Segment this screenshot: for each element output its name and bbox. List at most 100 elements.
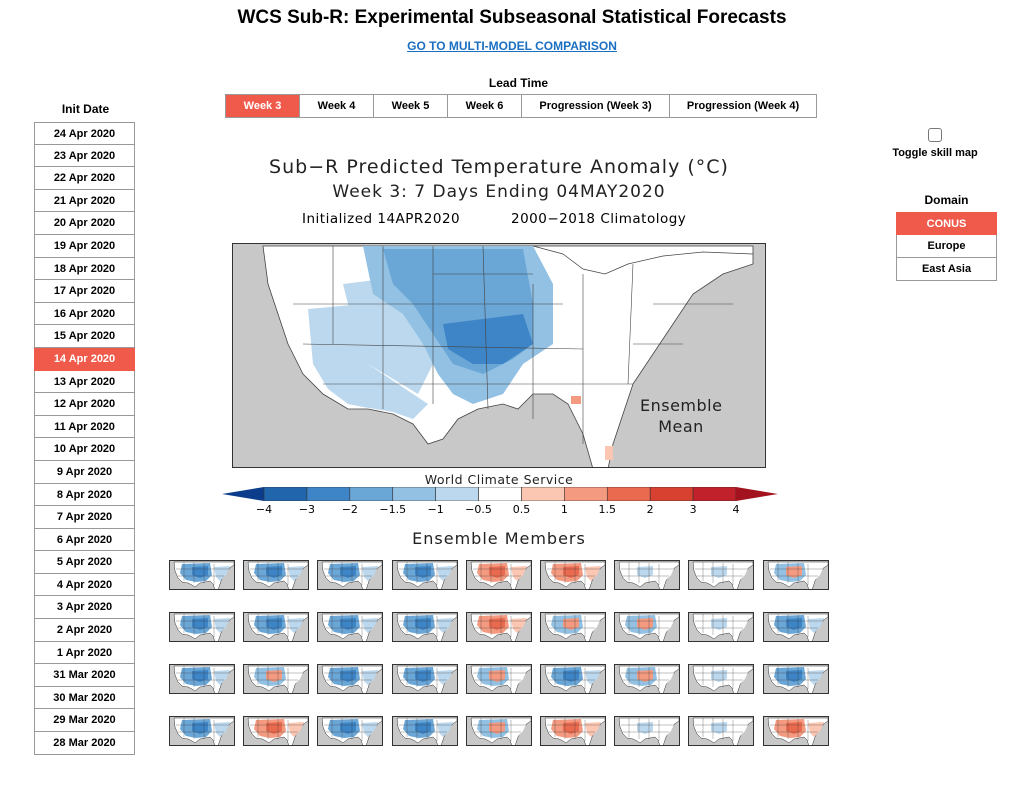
ensemble-member-thumbnail[interactable]: [465, 716, 532, 746]
colorbar-tick: −1: [427, 503, 444, 516]
ensemble-member-thumbnail[interactable]: [465, 612, 532, 642]
init-date-item[interactable]: 2 Apr 2020: [34, 619, 135, 642]
ensemble-member-thumbnail[interactable]: [762, 716, 829, 746]
ensemble-member-thumbnail[interactable]: [391, 664, 458, 694]
init-date-item[interactable]: 19 Apr 2020: [34, 234, 135, 258]
ensemble-member-thumbnail[interactable]: [169, 560, 235, 590]
ensemble-member-thumbnail[interactable]: [540, 664, 606, 694]
colorbar-tick: 1: [560, 503, 568, 516]
skill-map-checkbox[interactable]: [928, 128, 942, 142]
init-date-item[interactable]: 8 Apr 2020: [34, 483, 135, 507]
ensemble-member-thumbnail[interactable]: [243, 716, 310, 746]
init-date-item[interactable]: 16 Apr 2020: [34, 302, 135, 326]
domain-item[interactable]: East Asia: [896, 258, 997, 281]
init-date-item[interactable]: 20 Apr 2020: [34, 212, 135, 235]
ensemble-member-thumbnail[interactable]: [169, 664, 235, 694]
ensemble-member-thumbnail[interactable]: [243, 612, 310, 642]
ensemble-member-thumbnail[interactable]: [762, 560, 829, 590]
ensemble-member-thumbnail[interactable]: [688, 612, 755, 642]
ensemble-mean-label: Ensemble Mean: [640, 395, 722, 437]
colorbar-segment: [306, 487, 351, 501]
ensemble-member-thumbnail[interactable]: [465, 560, 532, 590]
ensemble-mean-map: [232, 243, 766, 468]
ensemble-member-thumbnail[interactable]: [391, 716, 458, 746]
ensemble-member-thumbnail[interactable]: [391, 612, 458, 642]
ensemble-member-thumbnail[interactable]: [614, 612, 681, 642]
ensemble-mean-line2: Mean: [658, 417, 704, 436]
init-date-item[interactable]: 5 Apr 2020: [34, 551, 135, 574]
init-date-item[interactable]: 4 Apr 2020: [34, 573, 135, 597]
init-date-item[interactable]: 31 Mar 2020: [34, 664, 135, 687]
ensemble-member-thumbnail[interactable]: [465, 664, 532, 694]
init-date-item[interactable]: 24 Apr 2020: [34, 122, 135, 145]
ensemble-member-thumbnail[interactable]: [317, 612, 384, 642]
colorbar-tick: 4: [732, 503, 740, 516]
init-date-label: Init Date: [61, 102, 110, 116]
ensemble-member-thumbnail[interactable]: [540, 716, 606, 746]
colorbar-segment: [478, 487, 522, 501]
lead-time-tab[interactable]: Week 3: [226, 95, 299, 117]
page-title: WCS Sub-R: Experimental Subseasonal Stat…: [237, 7, 787, 28]
init-date-item[interactable]: 7 Apr 2020: [34, 506, 135, 529]
lead-time-tab[interactable]: Week 4: [299, 95, 373, 117]
ensemble-member-thumbnail[interactable]: [762, 664, 829, 694]
colorbar-segment: [692, 487, 737, 501]
domain-item[interactable]: CONUS: [896, 212, 997, 235]
init-date-item[interactable]: 21 Apr 2020: [34, 189, 135, 213]
init-date-item[interactable]: 1 Apr 2020: [34, 641, 135, 665]
ensemble-member-thumbnail[interactable]: [540, 612, 606, 642]
colorbar-segment: [349, 487, 394, 501]
figure-subtitle: Week 3: 7 Days Ending 04MAY2020: [332, 182, 666, 202]
ensemble-member-thumbnail[interactable]: [317, 560, 384, 590]
ensemble-member-thumbnail[interactable]: [688, 560, 755, 590]
ensemble-member-thumbnail[interactable]: [540, 560, 606, 590]
lead-time-tab[interactable]: Week 5: [373, 95, 447, 117]
init-date-item[interactable]: 14 Apr 2020: [34, 347, 135, 371]
ensemble-member-thumbnail[interactable]: [762, 612, 829, 642]
ensemble-member-thumbnail[interactable]: [614, 664, 681, 694]
init-date-item[interactable]: 15 Apr 2020: [34, 325, 135, 348]
colorbar-segment: [606, 487, 651, 501]
init-date-item[interactable]: 12 Apr 2020: [34, 393, 135, 416]
init-date-item[interactable]: 18 Apr 2020: [34, 257, 135, 281]
colorbar-tick: 3: [689, 503, 697, 516]
ensemble-member-thumbnail[interactable]: [243, 560, 310, 590]
init-date-item[interactable]: 22 Apr 2020: [34, 167, 135, 190]
ensemble-member-thumbnail[interactable]: [243, 664, 310, 694]
ensemble-member-thumbnail[interactable]: [169, 716, 235, 746]
ensemble-member-thumbnail[interactable]: [317, 716, 384, 746]
colorbar-segment: [263, 487, 308, 501]
colorbar-segment: [392, 487, 436, 501]
init-date-item[interactable]: 11 Apr 2020: [34, 415, 135, 439]
colorbar-tick: 0.5: [512, 503, 531, 516]
colorbar-ticks: −4 −3 −2 −1.5 −1 −0.5 0.5 1 1.5 2 3 4: [222, 503, 778, 517]
init-date-item[interactable]: 6 Apr 2020: [34, 528, 135, 552]
init-date-item[interactable]: 9 Apr 2020: [34, 460, 135, 484]
ensemble-member-thumbnail[interactable]: [391, 560, 458, 590]
multi-model-comparison-link[interactable]: GO TO MULTI-MODEL COMPARISON: [407, 39, 617, 53]
ensemble-member-thumbnail[interactable]: [688, 716, 755, 746]
colorbar-segment: [521, 487, 565, 501]
colorbar-tick: 2: [646, 503, 654, 516]
figure-title: Sub−R Predicted Temperature Anomaly (°C): [269, 156, 729, 178]
ensemble-member-thumbnail[interactable]: [614, 716, 681, 746]
lead-time-tab[interactable]: Progression (Week 3): [521, 95, 669, 117]
ensemble-member-thumbnail[interactable]: [614, 560, 681, 590]
domain-item[interactable]: Europe: [896, 235, 997, 258]
init-date-item[interactable]: 29 Mar 2020: [34, 709, 135, 733]
init-date-item[interactable]: 23 Apr 2020: [34, 144, 135, 168]
lead-time-tab[interactable]: Week 6: [447, 95, 521, 117]
ensemble-member-thumbnail[interactable]: [688, 664, 755, 694]
init-date-item[interactable]: 13 Apr 2020: [34, 370, 135, 394]
ensemble-member-thumbnail[interactable]: [317, 664, 384, 694]
ensemble-member-thumbnail[interactable]: [169, 612, 235, 642]
lead-time-label: Lead Time: [488, 76, 549, 90]
init-date-item[interactable]: 10 Apr 2020: [34, 438, 135, 461]
domain-label: Domain: [924, 193, 969, 207]
init-date-item[interactable]: 28 Mar 2020: [34, 732, 135, 755]
colorbar-high-arrow: [736, 487, 778, 501]
init-date-item[interactable]: 30 Mar 2020: [34, 686, 135, 710]
lead-time-tab[interactable]: Progression (Week 4): [669, 95, 816, 117]
init-date-item[interactable]: 3 Apr 2020: [34, 596, 135, 620]
init-date-item[interactable]: 17 Apr 2020: [34, 280, 135, 303]
